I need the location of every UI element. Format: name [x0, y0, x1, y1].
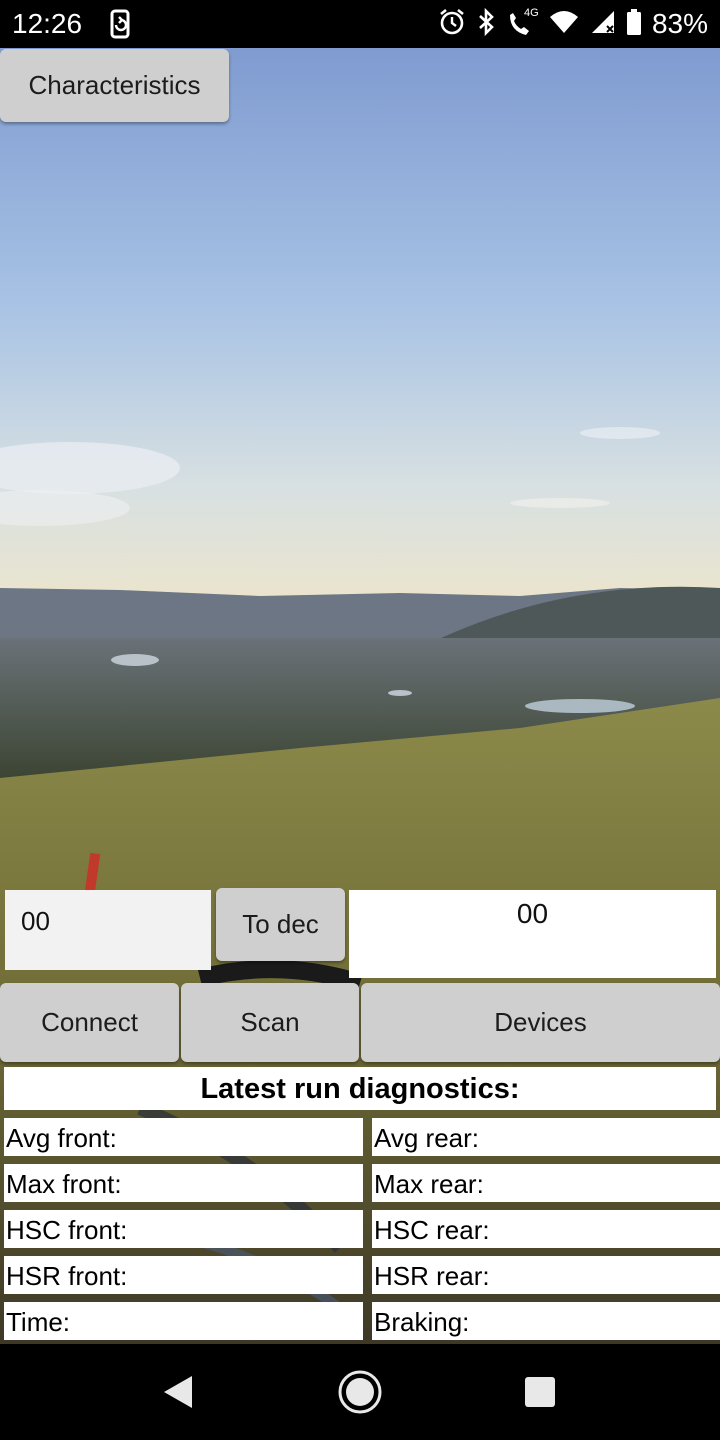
- max-front-field: Max front:: [4, 1164, 363, 1202]
- battery-percent: 83%: [651, 8, 708, 39]
- hex-input[interactable]: 00: [5, 890, 211, 970]
- characteristics-button[interactable]: Characteristics: [0, 49, 229, 122]
- dec-result: 00: [349, 890, 716, 978]
- home-icon[interactable]: [337, 1369, 383, 1420]
- recents-icon[interactable]: [524, 1376, 556, 1413]
- hsc-rear-field: HSC rear:: [372, 1210, 720, 1248]
- nav-bar: [0, 1344, 720, 1440]
- connect-label: Connect: [41, 1007, 138, 1037]
- devices-label: Devices: [494, 1007, 587, 1037]
- to-dec-label: To dec: [242, 909, 319, 939]
- max-rear-field: Max rear:: [372, 1164, 720, 1202]
- cell-signal-icon: [590, 9, 616, 40]
- scan-label: Scan: [240, 1007, 300, 1037]
- avg-rear-field: Avg rear:: [372, 1118, 720, 1156]
- hsr-front-field: HSR front:: [4, 1256, 363, 1294]
- wifi-icon: [548, 9, 580, 40]
- alarm-icon: [438, 8, 466, 41]
- time-field: Time:: [4, 1302, 363, 1340]
- status-bar: 12:26 4G: [0, 0, 720, 48]
- characteristics-label: Characteristics: [28, 70, 201, 100]
- avg-front-field: Avg front:: [4, 1118, 363, 1156]
- volte-call-icon: 4G: [506, 7, 539, 39]
- to-dec-button[interactable]: To dec: [216, 888, 345, 961]
- screen-rotate-icon: [106, 9, 134, 44]
- devices-button[interactable]: Devices: [361, 983, 720, 1062]
- status-time: 12:26: [12, 8, 83, 39]
- back-icon[interactable]: [160, 1374, 196, 1415]
- scan-button[interactable]: Scan: [181, 983, 359, 1062]
- bluetooth-icon: [476, 7, 496, 41]
- diagnostics-title: Latest run diagnostics:: [4, 1067, 716, 1110]
- braking-field: Braking:: [372, 1302, 720, 1340]
- connect-button[interactable]: Connect: [0, 983, 179, 1062]
- hsr-rear-field: HSR rear:: [372, 1256, 720, 1294]
- battery-icon: [626, 8, 642, 41]
- network-badge: 4G: [523, 7, 539, 19]
- hsc-front-field: HSC front:: [4, 1210, 363, 1248]
